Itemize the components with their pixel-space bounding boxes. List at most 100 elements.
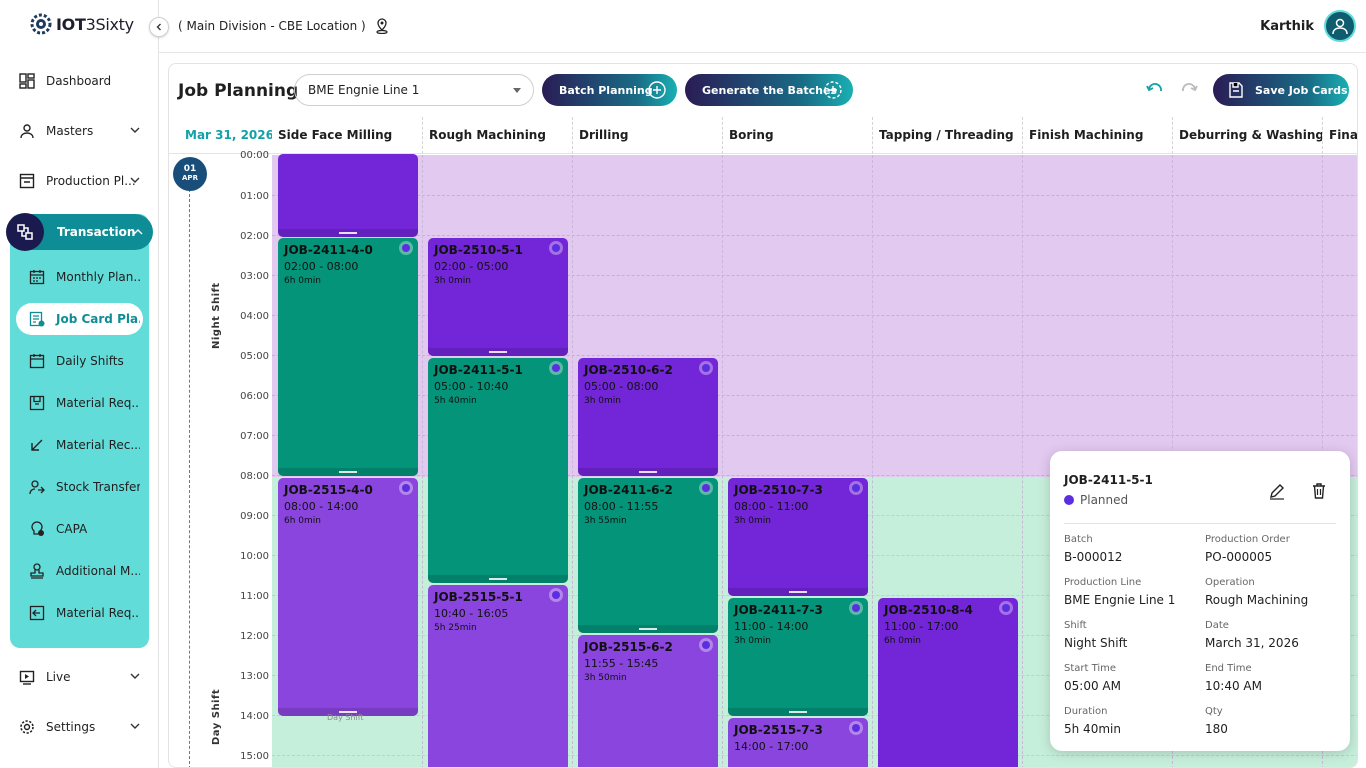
batch-planning-label: Batch Planning <box>559 83 653 97</box>
status-dot-icon <box>999 601 1013 615</box>
job-card[interactable]: JOB-2411-6-2 08:00 - 11:55 3h 55min <box>578 478 718 633</box>
resize-handle[interactable] <box>428 575 568 583</box>
trash-icon[interactable] <box>1310 482 1328 500</box>
save-job-cards-label: Save Job Cards <box>1255 83 1348 97</box>
time-label: 05:00 <box>240 351 269 362</box>
sub-material-return[interactable]: Material Req... <box>28 602 140 624</box>
sub-daily-shifts[interactable]: Daily Shifts <box>28 350 140 372</box>
detail-label: Production Line <box>1064 577 1142 588</box>
location-breadcrumb[interactable]: ( Main Division - CBE Location ) <box>178 18 390 34</box>
nav-transaction[interactable]: Transaction <box>6 213 153 251</box>
plus-circle-icon <box>648 81 666 99</box>
job-time: 08:00 - 14:00 <box>284 500 359 513</box>
resize-handle[interactable] <box>578 468 718 476</box>
resize-handle[interactable] <box>278 708 418 716</box>
nav-masters[interactable]: Masters <box>18 119 148 143</box>
job-id: JOB-2411-6-2 <box>584 483 673 497</box>
time-label: 13:00 <box>240 671 269 682</box>
job-card[interactable]: JOB-2510-6-2 05:00 - 08:00 3h 0min <box>578 358 718 476</box>
resize-handle[interactable] <box>728 588 868 596</box>
resize-handle[interactable] <box>278 468 418 476</box>
detail-value: 10:40 AM <box>1205 679 1262 693</box>
nav-production-label: Production Pl... <box>46 174 136 188</box>
job-card[interactable]: JOB-2515-4-0 08:00 - 14:00 6h 0min <box>278 478 418 716</box>
grid-line <box>272 475 1357 476</box>
nav-live[interactable]: Live <box>18 665 148 689</box>
batch-planning-button[interactable]: Batch Planning <box>542 74 677 106</box>
sub-label: Job Card Pla... <box>56 312 140 326</box>
detail-label: Batch <box>1064 534 1093 545</box>
date-badge-month: APR <box>182 174 198 182</box>
status-dot-icon <box>399 241 413 255</box>
job-card[interactable] <box>278 154 418 237</box>
sub-additional-material[interactable]: Additional M... <box>28 560 140 582</box>
sub-label: Daily Shifts <box>56 354 124 368</box>
job-card[interactable]: JOB-2515-5-1 10:40 - 16:05 5h 25min <box>428 585 568 767</box>
dashboard-icon <box>18 72 36 90</box>
save-job-cards-button[interactable]: Save Job Cards <box>1213 74 1349 106</box>
sub-material-receipt[interactable]: Material Rec... <box>28 434 140 456</box>
status-dot-icon <box>549 241 563 255</box>
detail-label: Production Order <box>1205 534 1290 545</box>
generate-batches-button[interactable]: Generate the Batches <box>685 74 853 106</box>
nav-dashboard-label: Dashboard <box>46 74 112 88</box>
detail-value: 5h 40min <box>1064 722 1121 736</box>
sub-label: Monthly Plan... <box>56 270 140 284</box>
page-title: Job Planning <box>178 81 299 101</box>
transfer-icon <box>28 478 46 496</box>
time-label: 08:00 <box>240 471 269 482</box>
save-icon <box>1229 82 1243 98</box>
grid-line <box>272 275 1357 276</box>
job-card[interactable]: JOB-2411-4-0 02:00 - 08:00 6h 0min <box>278 238 418 476</box>
resize-handle[interactable] <box>278 229 418 237</box>
time-label: 14:00 <box>240 711 269 722</box>
job-card[interactable]: JOB-2510-8-4 11:00 - 17:00 6h 0min <box>878 598 1018 767</box>
sub-material-request[interactable]: Material Req... <box>28 392 140 414</box>
job-time: 11:00 - 17:00 <box>884 620 959 633</box>
app-logo[interactable]: IOT3Sixty <box>30 13 134 35</box>
sub-label: Additional M... <box>56 564 140 578</box>
edit-icon[interactable] <box>1268 482 1286 500</box>
sub-capa[interactable]: CAPA <box>28 518 140 540</box>
column-header: Side Face Milling <box>272 117 422 154</box>
job-duration: 3h 0min <box>434 276 471 286</box>
detail-status-text: Planned <box>1080 493 1129 507</box>
status-dot-icon <box>699 481 713 495</box>
redo-icon[interactable] <box>1180 82 1198 96</box>
job-time: 05:00 - 08:00 <box>584 380 659 393</box>
sidebar-collapse-button[interactable] <box>149 17 169 37</box>
job-card[interactable]: JOB-2515-6-2 11:55 - 15:45 3h 50min <box>578 635 718 767</box>
job-card[interactable]: JOB-2510-7-3 08:00 - 11:00 3h 0min <box>728 478 868 596</box>
time-label: 06:00 <box>240 391 269 402</box>
sub-stock-transfer[interactable]: Stock Transfer <box>28 476 140 498</box>
user-name: Karthik <box>1260 18 1314 34</box>
line-select-value: BME Engnie Line 1 <box>308 83 420 97</box>
nav-production-planning[interactable]: Production Pl... <box>18 169 148 193</box>
chevron-down-icon <box>130 673 140 679</box>
resize-handle[interactable] <box>728 708 868 716</box>
sub-monthly-plan[interactable]: Monthly Plan... <box>28 266 140 288</box>
gear-icon <box>18 718 36 736</box>
nav-dashboard[interactable]: Dashboard <box>18 69 148 93</box>
job-id: JOB-2510-8-4 <box>884 603 973 617</box>
job-card[interactable]: JOB-2411-7-3 11:00 - 14:00 3h 0min <box>728 598 868 716</box>
job-card-selected[interactable]: JOB-2411-5-1 05:00 - 10:40 5h 40min <box>428 358 568 583</box>
detail-value: 05:00 AM <box>1064 679 1121 693</box>
sub-label: CAPA <box>56 522 88 536</box>
job-duration: 6h 0min <box>284 276 321 286</box>
sub-job-card-planning[interactable]: Job Card Pla... <box>28 308 140 330</box>
job-time: 02:00 - 05:00 <box>434 260 509 273</box>
job-card[interactable]: JOB-2515-7-3 14:00 - 17:00 <box>728 718 868 767</box>
resize-handle[interactable] <box>428 348 568 356</box>
job-id: JOB-2510-7-3 <box>734 483 823 497</box>
user-menu[interactable]: Karthik <box>1260 10 1356 42</box>
job-card-icon <box>28 310 46 328</box>
resize-handle[interactable] <box>578 625 718 633</box>
line-select[interactable]: BME Engnie Line 1 <box>294 74 534 106</box>
column-header: Finish Machining <box>1022 117 1172 154</box>
undo-icon[interactable] <box>1146 82 1164 96</box>
job-card[interactable]: JOB-2510-5-1 02:00 - 05:00 3h 0min <box>428 238 568 356</box>
detail-label: End Time <box>1205 663 1252 674</box>
nav-settings[interactable]: Settings <box>18 715 148 739</box>
job-id: JOB-2515-7-3 <box>734 723 823 737</box>
